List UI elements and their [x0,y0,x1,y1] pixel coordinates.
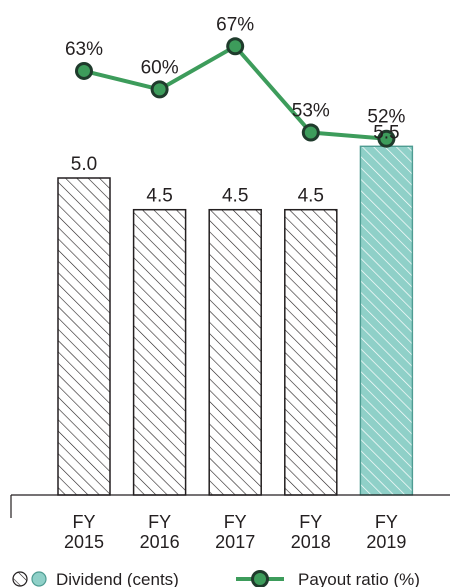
dividend-value-label: 4.5 [146,186,172,207]
x-tick-label: 2017 [215,532,255,552]
legend-dividend-teal-icon [31,571,47,587]
payout-ratio-label: 67% [216,14,254,35]
legend-dividend-label: Dividend (cents) [56,570,179,587]
payout-ratio-label: 53% [292,101,330,122]
payout-ratio-label: 52% [367,107,405,128]
payout-ratio-point-inner [229,40,242,53]
legend: Dividend (cents) Payout ratio (%) [12,570,420,587]
payout-ratio-label: 63% [65,39,103,60]
legend-payout-label: Payout ratio (%) [298,570,420,587]
dividend-bar-1 [57,177,111,496]
x-tick-label: 2018 [291,532,331,552]
payout-ratio-point-inner [380,132,393,145]
dividend-bar-2 [132,208,187,496]
dividend-bar-5 [359,145,414,496]
dividend-bar-4 [284,208,338,496]
payout-ratio-point-inner [78,64,90,77]
payout-ratio-path [83,44,387,141]
dividend-value-label: 4.5 [298,186,324,207]
legend-marker-inner-icon [254,573,266,585]
x-tick-label: 2016 [140,532,180,552]
x-tick-label: FY [375,512,398,532]
payout-ratio-line [75,37,396,148]
dividend-value-label: 5.5 [373,122,399,143]
payout-ratio-point-inner [304,126,317,139]
payout-ratio-label: 60% [141,57,179,78]
x-tick-label: FY [72,512,95,532]
dividend-value-label: 4.5 [222,186,248,207]
dividend-bar-3 [208,208,262,496]
payout-ratio-point-inner [153,83,166,96]
legend-dividend-hatch-icon [12,571,28,587]
x-tick-label: 2019 [366,532,406,552]
data-labels: 5.0 4.5 4.5 4.5 5.5 63% 60% 67% 53% 52% [65,14,406,206]
x-tick-label: FY [299,512,322,532]
x-tick-label: FY [224,512,247,532]
x-tick-label: 2015 [64,532,104,552]
dividend-value-label: 5.0 [71,154,97,175]
x-tick-label: FY [148,512,171,532]
dividend-bars [57,145,414,496]
